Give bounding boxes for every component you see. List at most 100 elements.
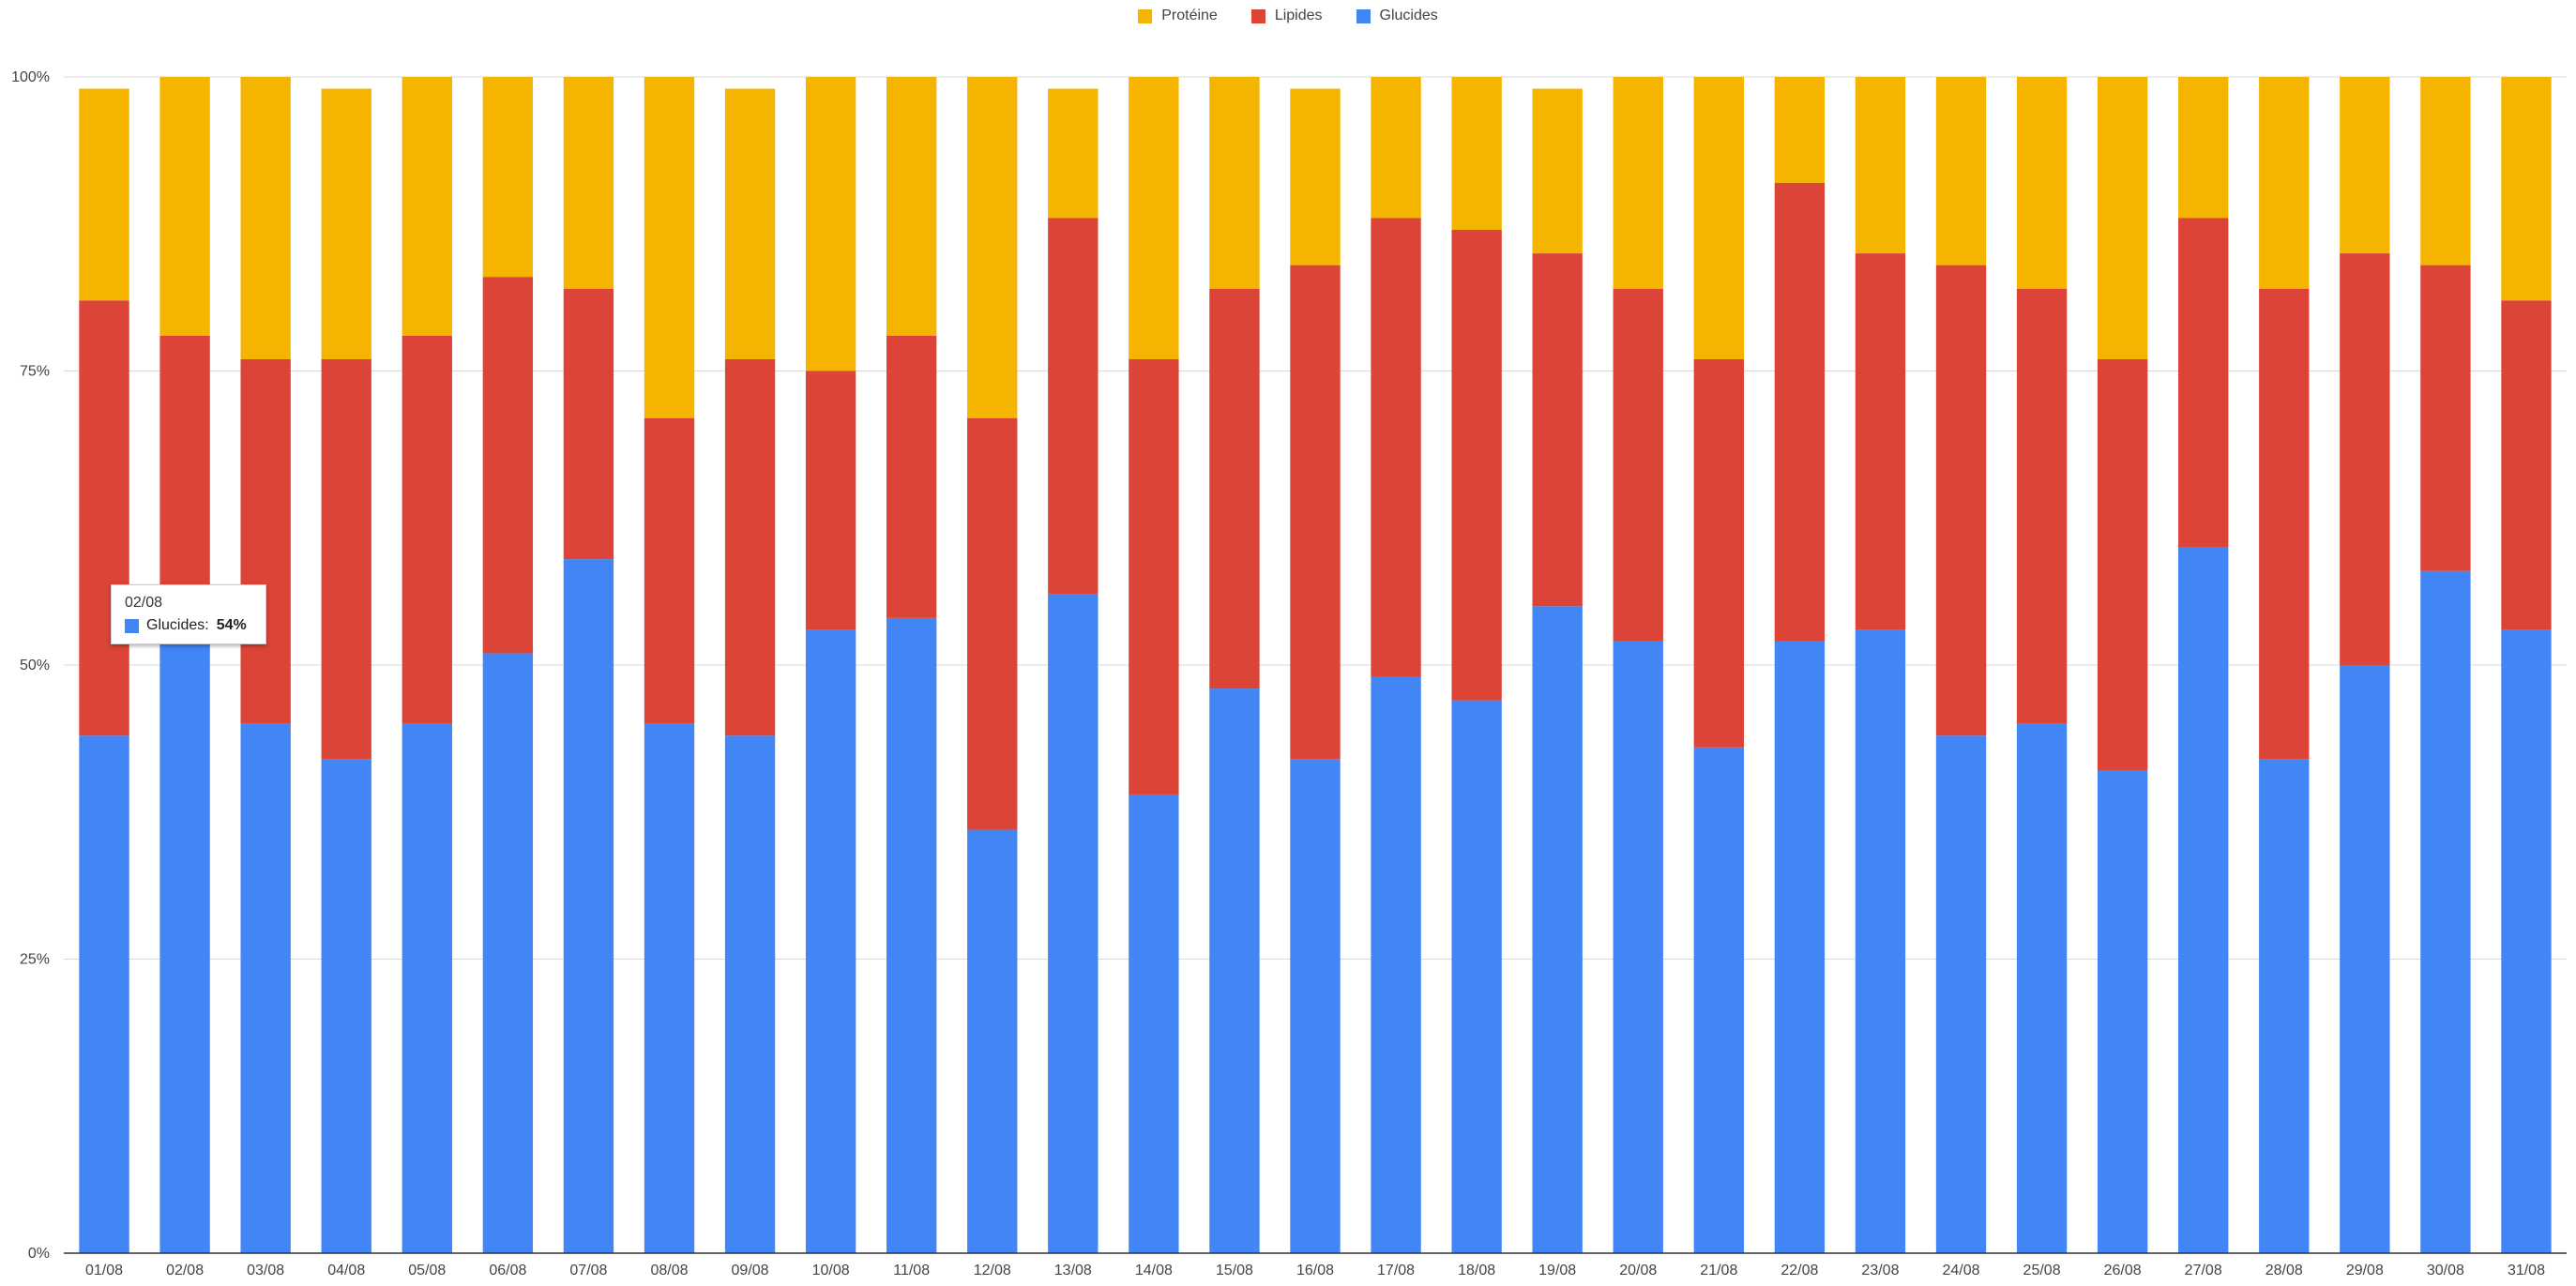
x-tick-label: 14/08 xyxy=(1135,1263,1173,1278)
bar-segment-glucides xyxy=(2097,770,2148,1253)
bar-segment-glucides xyxy=(482,653,534,1253)
bar-segment-protéine xyxy=(1371,77,1421,219)
bar-segment-glucides xyxy=(79,735,129,1253)
bar-segment-lipides xyxy=(1290,265,1341,760)
bar-segment-lipides xyxy=(1129,358,1179,794)
bar-segment-lipides xyxy=(2501,300,2552,630)
bar-segment-glucides xyxy=(1613,641,1663,1253)
bar-segment-glucides xyxy=(644,723,695,1253)
bar-segment-lipides xyxy=(1693,358,1745,748)
bar-segment-glucides xyxy=(2178,547,2229,1253)
bar-segment-protéine xyxy=(2501,77,2552,301)
bar-segment-glucides xyxy=(2259,759,2310,1253)
x-tick-label: 18/08 xyxy=(1458,1263,1495,1278)
bar-segment-protéine xyxy=(1290,88,1341,265)
bar-segment-glucides xyxy=(159,617,210,1253)
bar-segment-protéine xyxy=(1209,77,1260,289)
bar-segment-lipides xyxy=(1935,265,1987,736)
bar-segment-glucides xyxy=(1774,641,1826,1253)
bar-segment-lipides xyxy=(2097,358,2148,771)
bar-segment-lipides xyxy=(886,335,937,618)
bar-segment-protéine xyxy=(321,88,371,359)
x-tick-label: 17/08 xyxy=(1377,1263,1415,1278)
bar-segment-protéine xyxy=(1935,77,1987,265)
bar-segment-lipides xyxy=(1048,218,1099,595)
bar-segment-glucides xyxy=(1855,629,1906,1253)
bar-segment-glucides xyxy=(402,723,452,1253)
x-tick-label: 16/08 xyxy=(1296,1263,1334,1278)
bar-segment-protéine xyxy=(644,77,695,418)
bar-segment-protéine xyxy=(240,77,291,359)
bar-segment-glucides xyxy=(1371,676,1421,1253)
bar-segment-protéine xyxy=(724,88,776,359)
bar-segment-lipides xyxy=(482,277,534,654)
bar-segment-protéine xyxy=(967,77,1018,418)
x-tick-label: 20/08 xyxy=(1619,1263,1657,1278)
bar-segment-protéine xyxy=(2420,77,2471,265)
x-tick-label: 08/08 xyxy=(650,1263,688,1278)
bar-segment-lipides xyxy=(563,288,614,560)
bar-segment-glucides xyxy=(1209,688,1260,1253)
bar-segment-protéine xyxy=(2178,77,2229,219)
tooltip-swatch xyxy=(125,618,139,633)
bar-segment-protéine xyxy=(402,77,452,336)
bar-segment-lipides xyxy=(1774,182,1826,642)
bar-segment-glucides xyxy=(886,617,937,1253)
bar-segment-protéine xyxy=(886,77,937,336)
bar-segment-lipides xyxy=(2259,288,2310,760)
legend-label: Glucides xyxy=(1379,8,1438,23)
tooltip-series-label: Glucides: xyxy=(146,617,209,633)
x-tick-label: 04/08 xyxy=(327,1263,365,1278)
bar-segment-protéine xyxy=(1532,88,1583,254)
bar-segment-lipides xyxy=(2016,288,2068,724)
bar-segment-glucides xyxy=(1129,794,1179,1253)
bar-segment-protéine xyxy=(1451,77,1502,231)
bar-segment-protéine xyxy=(1129,77,1179,359)
bar-segment-lipides xyxy=(240,358,291,724)
bar-segment-protéine xyxy=(1048,88,1099,219)
bar-segment-protéine xyxy=(563,77,614,289)
bar-segment-glucides xyxy=(724,735,776,1253)
bar-segment-glucides xyxy=(967,829,1018,1253)
legend-item: Protéine xyxy=(1138,8,1218,24)
bar-segment-lipides xyxy=(1532,253,1583,607)
x-tick-label: 30/08 xyxy=(2427,1263,2464,1278)
bar-segment-lipides xyxy=(402,335,452,724)
x-tick-label: 12/08 xyxy=(974,1263,1011,1278)
x-tick-label: 03/08 xyxy=(247,1263,284,1278)
bar-segment-protéine xyxy=(1774,77,1826,183)
bar-segment-glucides xyxy=(2420,570,2471,1253)
bar-segment-glucides xyxy=(805,629,856,1253)
x-tick-label: 29/08 xyxy=(2346,1263,2384,1278)
bar-segment-lipides xyxy=(644,417,695,724)
x-tick-label: 25/08 xyxy=(2023,1263,2061,1278)
bar-segment-lipides xyxy=(2420,265,2471,571)
x-tick-label: 21/08 xyxy=(1700,1263,1737,1278)
bar-segment-protéine xyxy=(79,88,129,301)
legend-swatch xyxy=(1250,8,1265,23)
bar-segment-lipides xyxy=(1613,288,1663,642)
x-tick-label: 01/08 xyxy=(85,1263,123,1278)
legend-item: Glucides xyxy=(1356,8,1438,24)
x-tick-label: 07/08 xyxy=(569,1263,607,1278)
bar-segment-protéine xyxy=(2259,77,2310,289)
bar-segment-lipides xyxy=(2340,253,2390,665)
bar-segment-glucides xyxy=(240,723,291,1253)
x-tick-label: 27/08 xyxy=(2185,1263,2222,1278)
x-tick-label: 06/08 xyxy=(489,1263,526,1278)
y-tick-label: 75% xyxy=(20,364,50,380)
x-tick-label: 02/08 xyxy=(166,1263,204,1278)
bar-segment-glucides xyxy=(1451,700,1502,1253)
bar-segment-glucides xyxy=(1048,594,1099,1253)
y-tick-label: 50% xyxy=(20,658,50,673)
bar-segment-protéine xyxy=(482,77,534,278)
bar-segment-protéine xyxy=(2340,77,2390,254)
bar-segment-glucides xyxy=(2340,665,2390,1253)
bar-segment-lipides xyxy=(1855,253,1906,630)
x-tick-label: 24/08 xyxy=(1942,1263,1979,1278)
bar-segment-lipides xyxy=(967,417,1018,830)
bar-segment-lipides xyxy=(1371,218,1421,677)
x-tick-label: 09/08 xyxy=(732,1263,769,1278)
